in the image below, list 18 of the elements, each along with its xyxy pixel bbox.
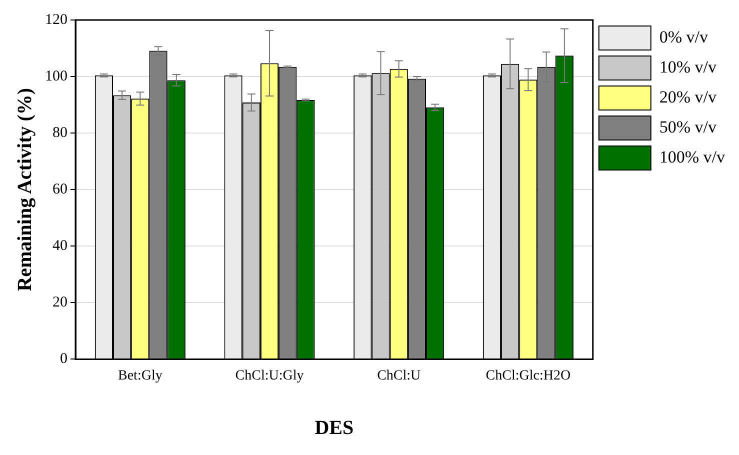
x-tick-label: ChCl:U	[377, 368, 421, 384]
legend-label: 100% v/v	[659, 147, 726, 166]
legend-label: 20% v/v	[659, 87, 717, 106]
y-tick-label: 60	[52, 182, 68, 198]
y-tick-label: 20	[52, 294, 68, 311]
x-tick-label: ChCl:U:Gly	[235, 368, 304, 384]
y-tick-label: 100	[45, 68, 68, 84]
legend-label: 0% v/v	[659, 27, 708, 46]
y-tick-label: 120	[45, 12, 68, 28]
x-axis-title: DES	[314, 417, 354, 440]
x-tick-label: Bet:Gly	[118, 368, 162, 384]
y-tick-label: 80	[52, 125, 68, 142]
y-axis-title: Remaining Activity (%)	[14, 88, 36, 292]
y-tick-label: 0	[60, 351, 68, 368]
legend-label: 10% v/v	[659, 57, 717, 76]
x-tick-label: ChCl:Glc:H2O	[486, 368, 571, 384]
y-tick-label: 40	[52, 238, 68, 254]
legend-label: 50% v/v	[659, 117, 717, 136]
